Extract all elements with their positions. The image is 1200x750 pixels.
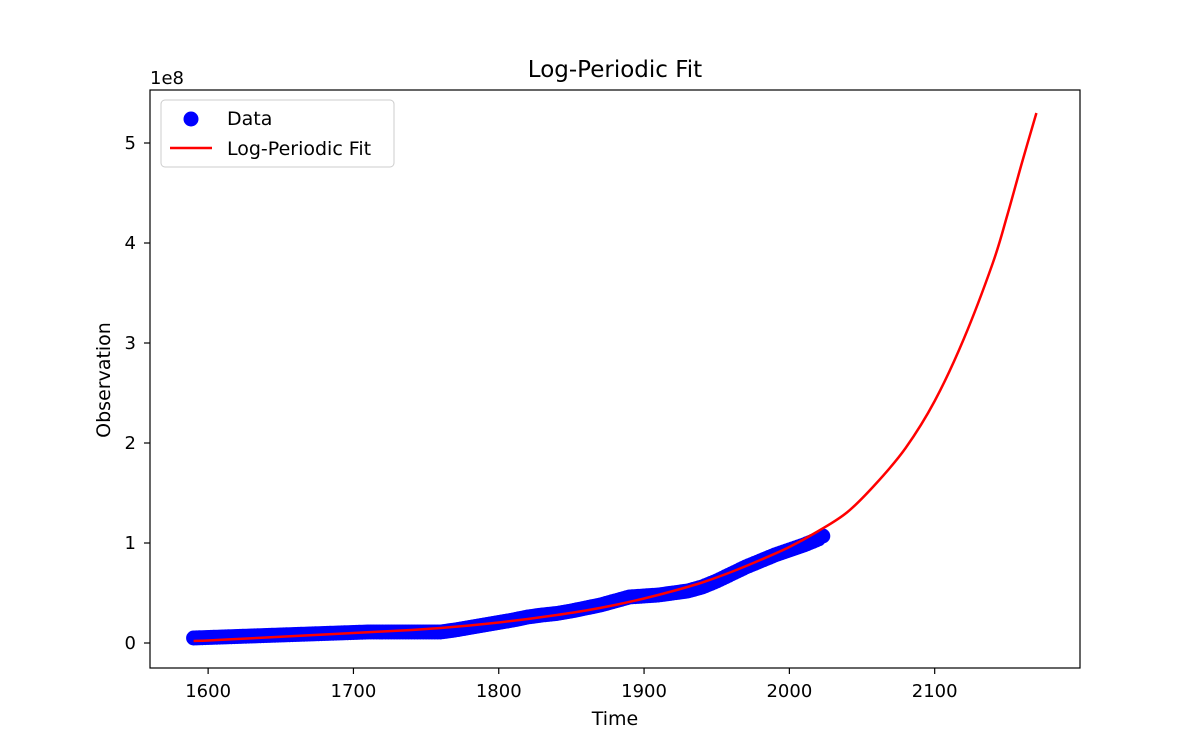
y-offset-label: 1e8 [150, 68, 184, 89]
y-tick-label: 5 [125, 133, 136, 154]
y-tick-label: 3 [125, 333, 136, 354]
x-tick-label: 1700 [331, 681, 377, 702]
fit-line [193, 112, 1038, 643]
x-tick-label: 1600 [185, 681, 231, 702]
x-tick-label: 2100 [912, 681, 958, 702]
legend-data-label: Data [227, 108, 272, 130]
legend-data-marker [183, 111, 199, 127]
chart-title: Log-Periodic Fit [528, 57, 702, 83]
y-axis-label: Observation [93, 322, 115, 438]
x-tick-label: 1900 [621, 681, 667, 702]
y-tick-label: 1 [125, 533, 136, 554]
y-tick-label: 0 [125, 633, 136, 654]
plot-area [149, 89, 1081, 669]
axes-border [149, 89, 1081, 669]
data-point [815, 528, 831, 544]
fit-series-line [193, 112, 1038, 643]
axes-frame [150, 90, 1080, 668]
y-tick-label: 2 [125, 433, 136, 454]
legend-fit-label: Log-Periodic Fit [227, 138, 371, 160]
y-tick-label: 4 [125, 233, 136, 254]
legend: Data Log-Periodic Fit [160, 99, 395, 168]
legend-box [160, 99, 395, 168]
x-axis-ticks: 1600 1700 1800 1900 2000 2100 [185, 668, 958, 702]
y-axis-ticks: 0 1 2 3 4 5 [125, 133, 150, 654]
x-tick-label: 1800 [476, 681, 522, 702]
x-axis-label: Time [591, 708, 639, 730]
x-tick-label: 2000 [766, 681, 812, 702]
